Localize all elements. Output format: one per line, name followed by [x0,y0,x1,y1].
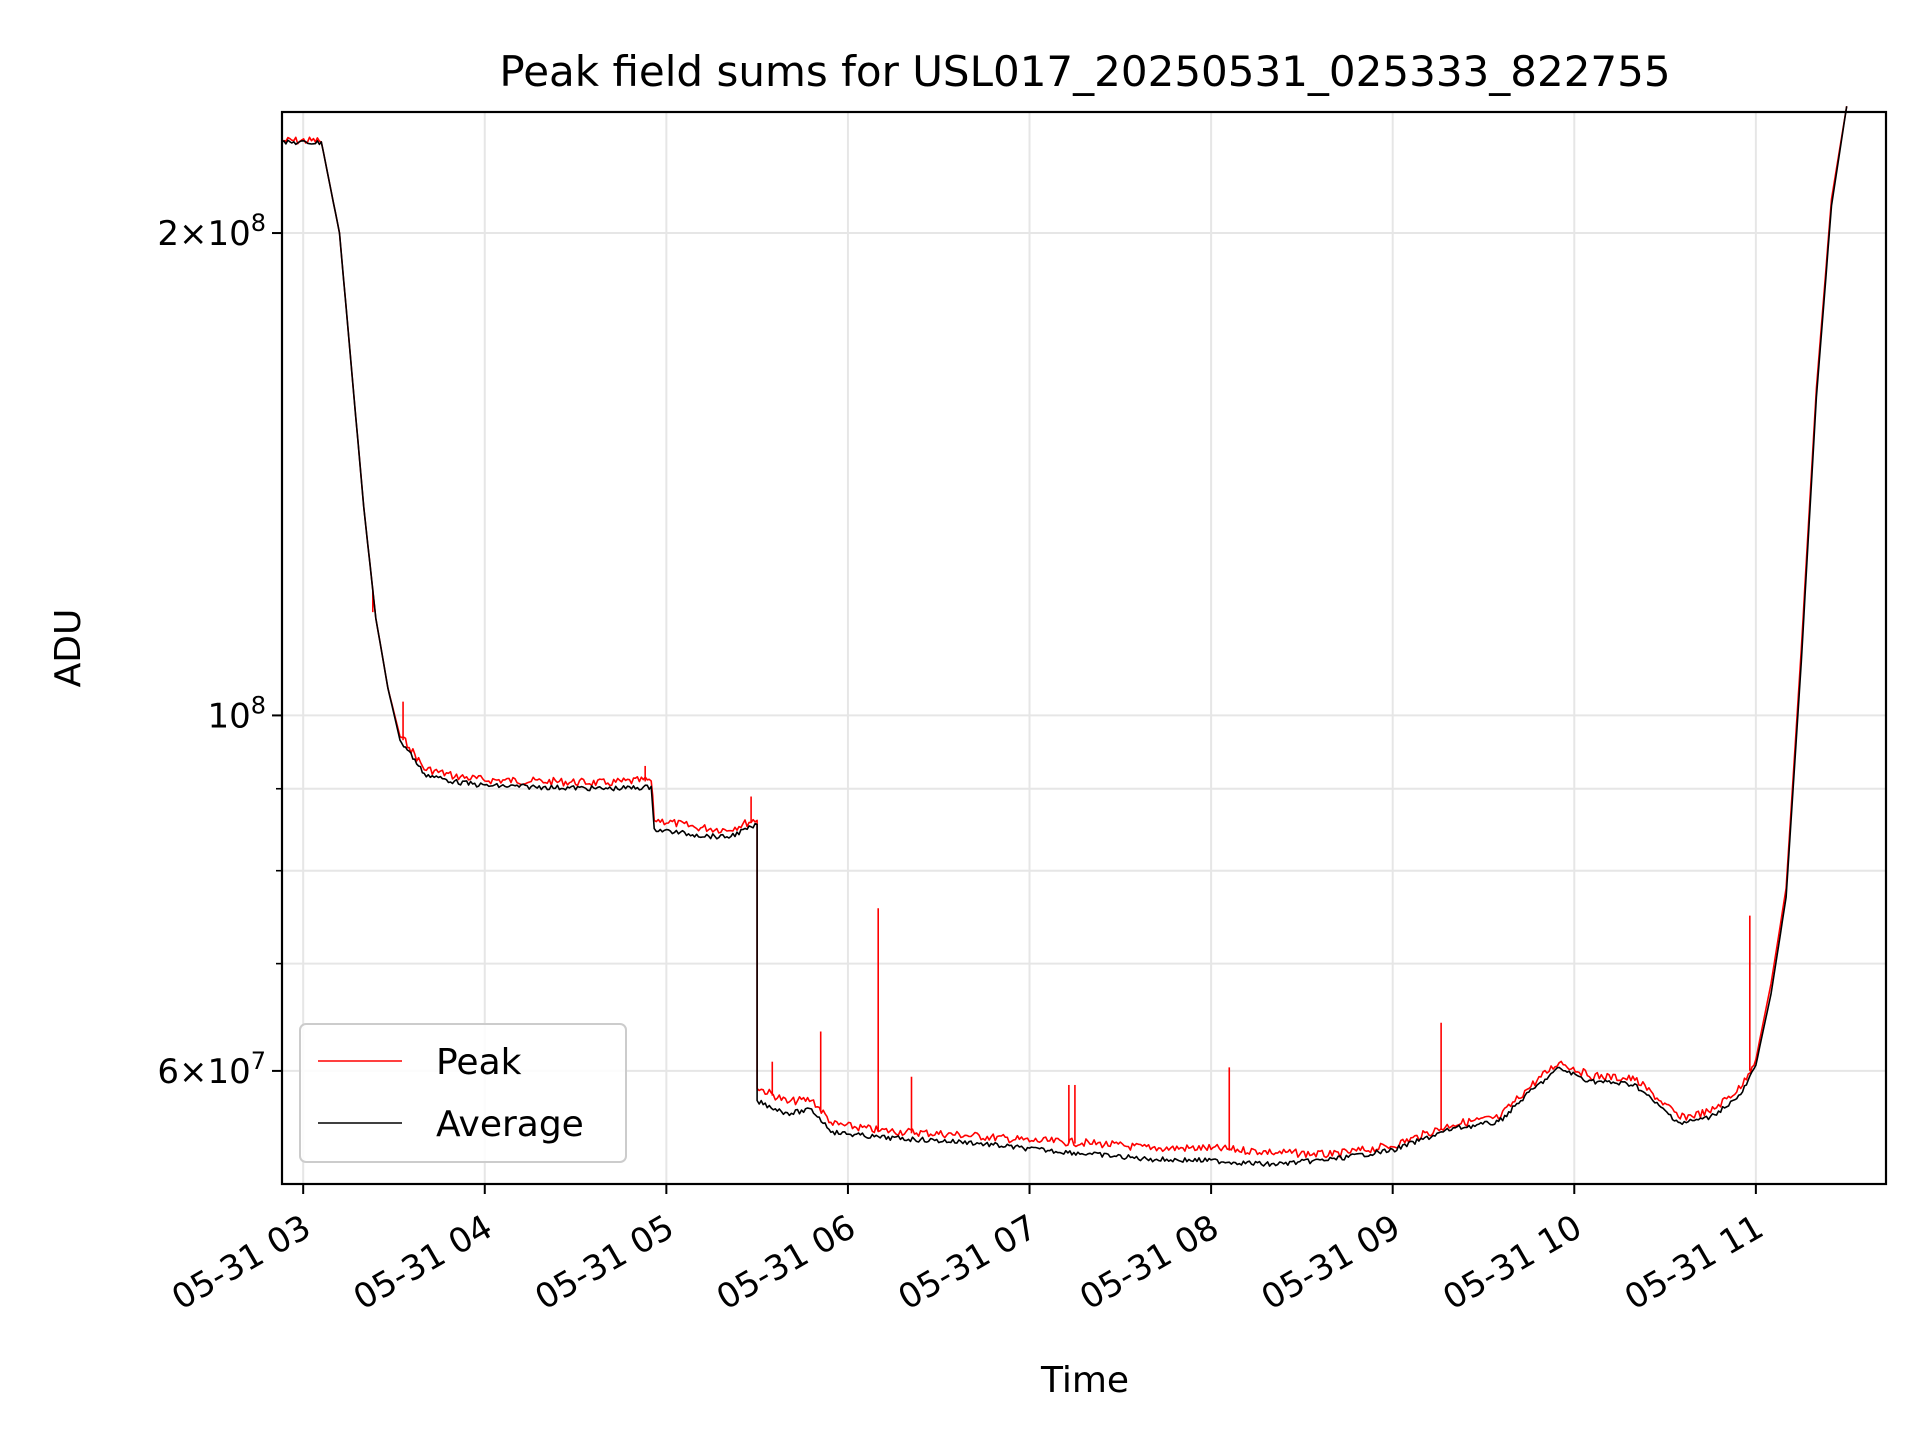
y-tick-label: 6×107 [157,1047,266,1092]
y-axis-label: ADU [48,609,89,688]
series-line-average [281,106,1848,1167]
y-tick-label: 108 [207,691,266,736]
chart-title: Peak field sums for USL017_20250531_0253… [499,47,1670,96]
legend-box [299,1023,627,1163]
plot-frame [280,110,1888,1186]
legend-label-average: Average [436,1104,584,1145]
peak-spikes [371,588,1751,1151]
grid-lines [282,112,1886,1184]
legend: Peak Average [299,1023,627,1163]
plot-area [281,106,1848,1167]
y-tick-label: 2×108 [157,209,266,254]
x-axis-label: Time [1040,1360,1129,1401]
legend-label-peak: Peak [436,1042,522,1083]
y-axis: 2×108 108 6×107 [157,209,282,1092]
